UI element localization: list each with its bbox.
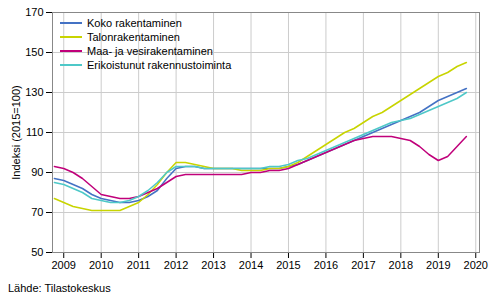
svg-text:2020: 2020 (464, 259, 488, 271)
svg-text:150: 150 (25, 46, 43, 58)
html-text:Koko rakentaminen: Koko rakentaminen (87, 17, 182, 29)
svg-text:2015: 2015 (276, 259, 300, 271)
svg-text:130: 130 (25, 86, 43, 98)
svg-text:Indeksi (2015=100): Indeksi (2015=100) (10, 85, 22, 179)
svg-text:2017: 2017 (351, 259, 375, 271)
html-text:Lähde: Tilastokeskus: Lähde: Tilastokeskus (8, 282, 111, 294)
svg-text:110: 110 (26, 126, 44, 138)
html-text:Maa- ja vesirakentaminen: Maa- ja vesirakentaminen (87, 45, 213, 57)
svg-text:2019: 2019 (426, 259, 450, 271)
html-text:Talonrakentaminen: Talonrakentaminen (87, 31, 180, 43)
svg-text:2013: 2013 (201, 259, 225, 271)
svg-text:90: 90 (31, 166, 43, 178)
svg-text:2011: 2011 (127, 259, 151, 271)
svg-text:2014: 2014 (239, 259, 263, 271)
svg-text:2016: 2016 (314, 259, 338, 271)
svg-text:2009: 2009 (51, 259, 75, 271)
svg-text:170: 170 (25, 6, 43, 18)
svg-text:2010: 2010 (89, 259, 113, 271)
svg-text:2018: 2018 (389, 259, 413, 271)
svg-text:70: 70 (31, 206, 43, 218)
svg-text:2012: 2012 (164, 259, 188, 271)
svg-text:50: 50 (31, 246, 43, 258)
html-text:Erikoistunut rakennustoiminta: Erikoistunut rakennustoiminta (87, 59, 232, 71)
